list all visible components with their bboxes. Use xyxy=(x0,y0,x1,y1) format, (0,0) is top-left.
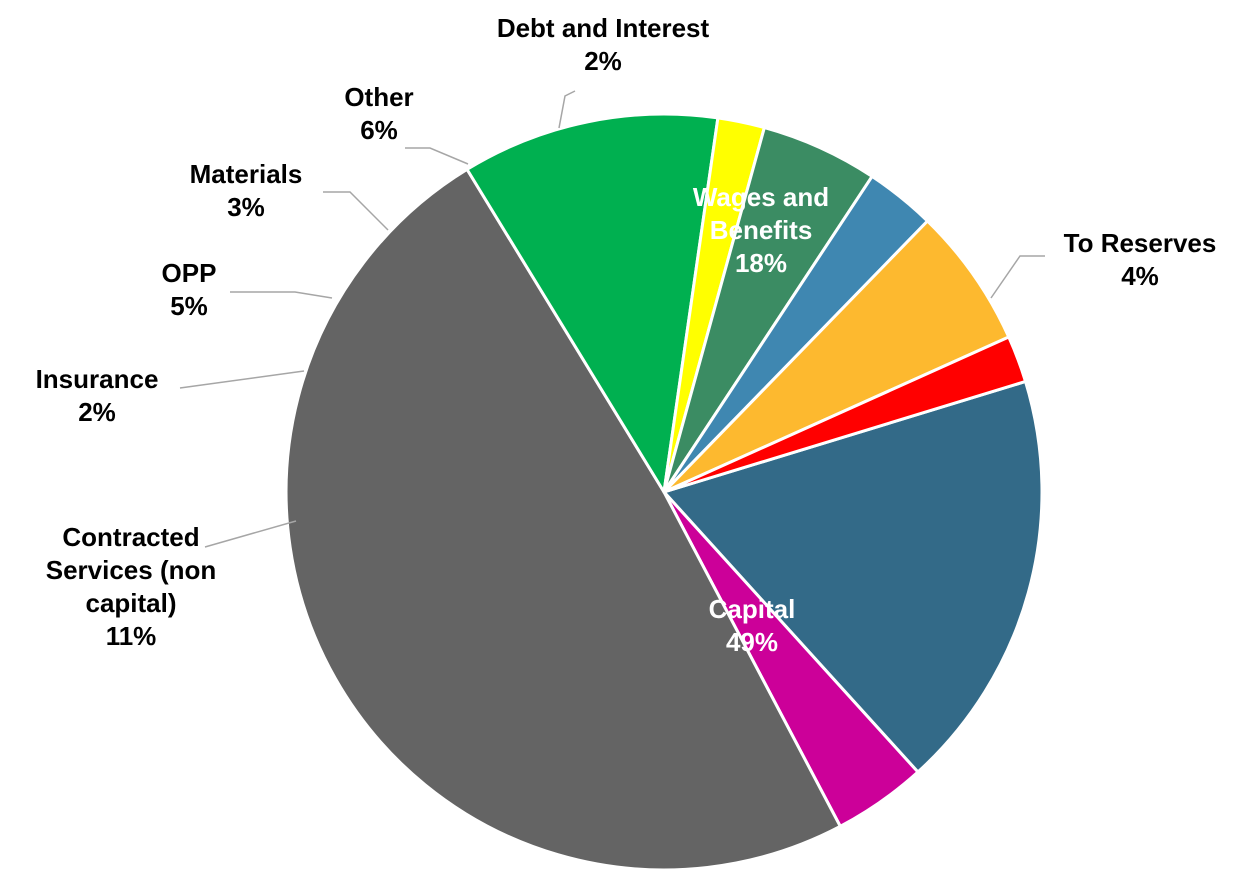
data-label-category-wages-and-benefits: Benefits xyxy=(710,215,813,245)
leader-line-other xyxy=(405,147,469,165)
data-label-value-other: 6% xyxy=(360,115,398,145)
data-label-capital: Capital 49% xyxy=(709,594,796,657)
leader-line-insurance xyxy=(179,370,305,389)
data-label-value-to-reserves: 4% xyxy=(1121,261,1159,291)
data-label-category-materials: Materials xyxy=(190,159,303,189)
data-label-wages-and-benefits: Wages and Benefits 18% xyxy=(693,182,829,278)
pie-slice-debt-and-interest xyxy=(662,335,1027,494)
leader-line-opp xyxy=(230,291,333,299)
data-label-other: Other 6% xyxy=(344,82,413,145)
data-label-category-contracted-services-non-capital: Contracted xyxy=(62,522,199,552)
pie-slice-contracted-services-non-capital xyxy=(465,112,720,494)
data-label-materials: Materials 3% xyxy=(190,159,303,222)
data-label-contracted-services-non-capital: Contracted Services (non capital) 11% xyxy=(46,522,217,651)
data-label-opp: OPP 5% xyxy=(162,258,217,321)
leader-line-to-reserves xyxy=(990,255,1045,299)
pie-slice-capital xyxy=(284,167,842,872)
data-label-value-opp: 5% xyxy=(170,291,208,321)
data-label-category-wages-and-benefits: Wages and xyxy=(693,182,829,212)
leader-line-contracted-services-non-capital xyxy=(204,520,297,548)
data-label-category-other: Other xyxy=(344,82,413,112)
data-label-value-capital: 49% xyxy=(726,627,778,657)
slices-layer xyxy=(284,112,1044,872)
data-label-debt-and-interest: Debt and Interest 2% xyxy=(497,13,710,76)
pie-slice-wages-and-benefits xyxy=(662,379,1044,774)
data-labels-layer: Wages and Benefits 18% To Reserves 4% Capital… xyxy=(36,13,1217,657)
data-label-value-insurance: 2% xyxy=(78,397,116,427)
data-label-insurance: Insurance 2% xyxy=(36,364,159,427)
data-label-category-contracted-services-non-capital: capital) xyxy=(85,588,176,618)
data-label-value-wages-and-benefits: 18% xyxy=(735,248,787,278)
data-label-category-opp: OPP xyxy=(162,258,217,288)
data-label-category-contracted-services-non-capital: Services (non xyxy=(46,555,217,585)
pie-slice-other xyxy=(662,219,1011,494)
leader-lines-layer xyxy=(179,90,1045,548)
data-label-category-debt-and-interest: Debt and Interest xyxy=(497,13,710,43)
data-label-category-insurance: Insurance xyxy=(36,364,159,394)
data-label-value-materials: 3% xyxy=(227,192,265,222)
data-label-category-capital: Capital xyxy=(709,594,796,624)
data-label-value-debt-and-interest: 2% xyxy=(584,46,622,76)
data-label-value-contracted-services-non-capital: 11% xyxy=(106,621,157,651)
data-label-category-to-reserves: To Reserves xyxy=(1064,228,1217,258)
leader-line-debt-and-interest xyxy=(558,90,576,129)
data-label-to-reserves: To Reserves 4% xyxy=(1064,228,1217,291)
leader-line-materials xyxy=(323,191,389,231)
